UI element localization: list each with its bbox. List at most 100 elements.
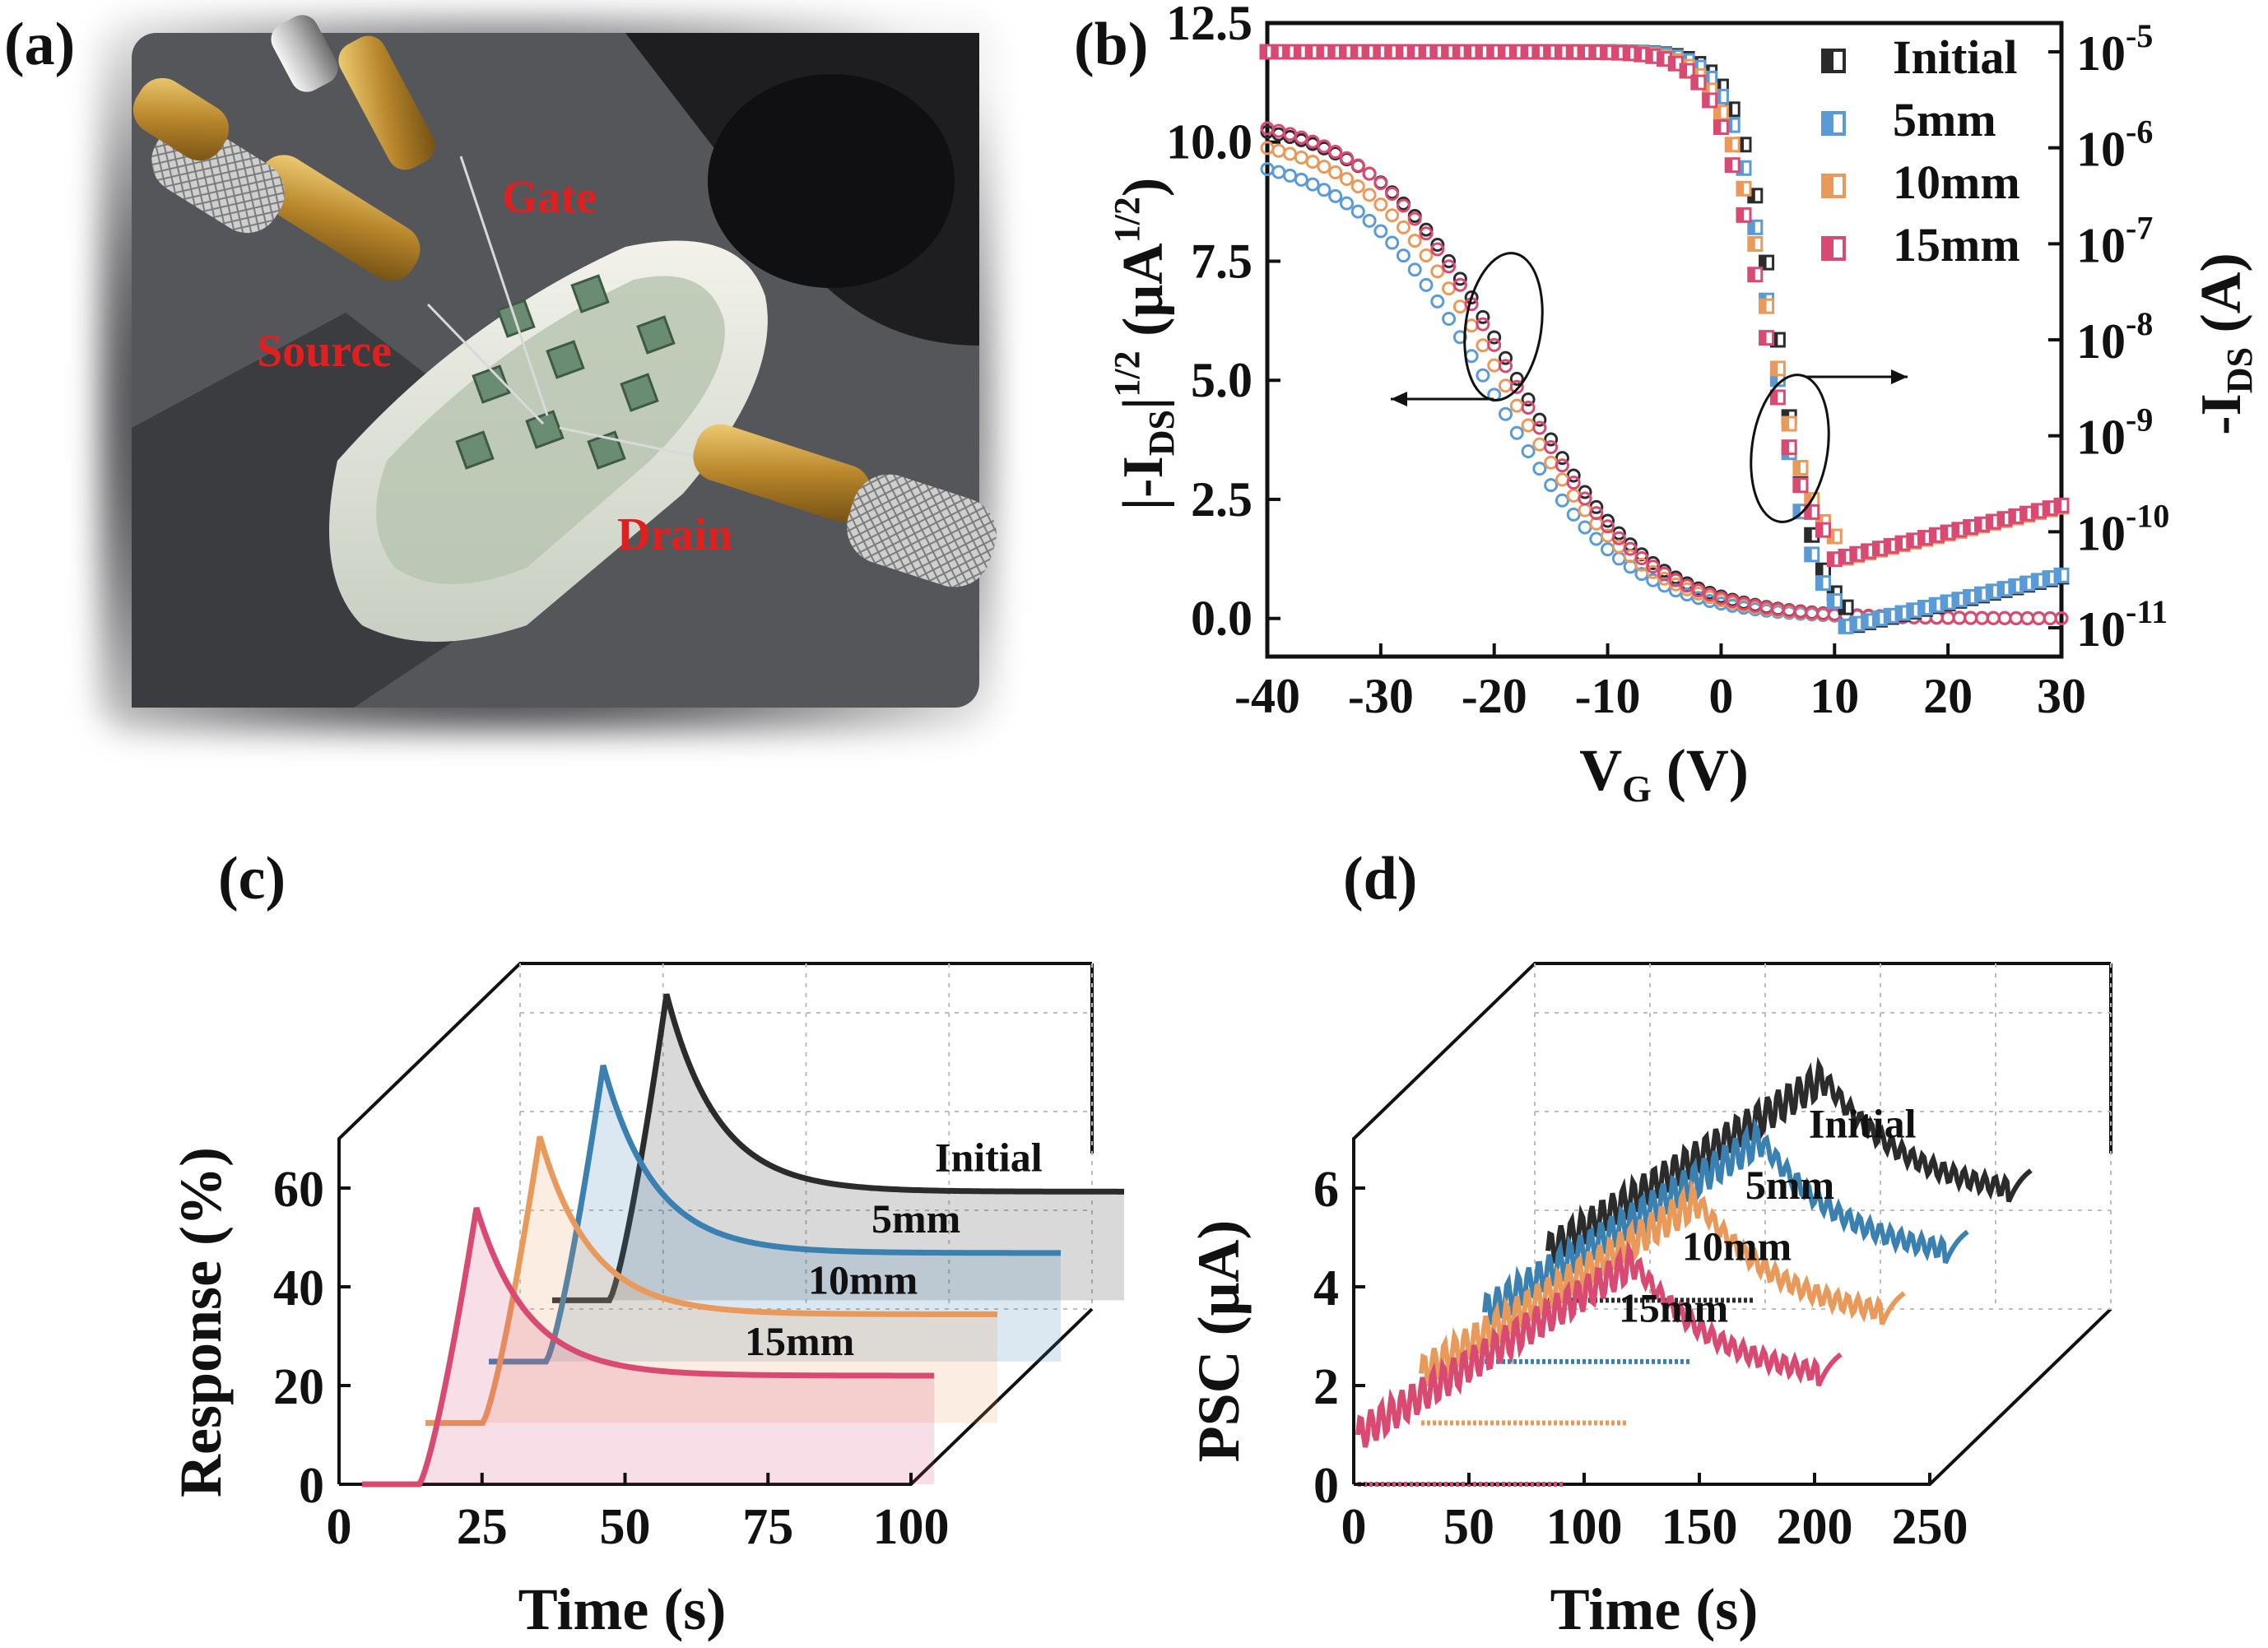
source-label: Source	[257, 326, 392, 377]
y2-tick-label: 10-9	[2076, 402, 2153, 465]
left-axis-arrowhead	[1391, 392, 1407, 406]
x-tick-label: 0	[327, 1499, 352, 1555]
data-point	[1544, 455, 1559, 470]
data-point-fill	[2032, 504, 2039, 518]
legend-item-10mm: 10mm	[1821, 156, 2020, 209]
data-point-fill	[2043, 571, 2051, 585]
log-series-15mm	[1259, 44, 2070, 568]
data-point	[1442, 312, 1457, 327]
data-point-fill	[1873, 541, 1880, 555]
legend-label: Initial	[1893, 30, 2018, 84]
plot-d-ticks: 0 50 100 150 200 250 0 2 4 6	[1313, 1162, 1968, 1555]
legend-item-15mm: 15mm	[1821, 218, 2020, 272]
legend-label: 15mm	[1893, 218, 2020, 272]
data-point	[1385, 186, 1400, 201]
data-point-fill	[1828, 552, 1835, 566]
data-point-fill	[1510, 45, 1517, 59]
data-point	[1452, 272, 1467, 286]
data-point-fill	[1828, 586, 1835, 600]
data-point-fill	[1283, 45, 1290, 58]
data-point-fill	[1861, 614, 1869, 628]
data-point	[1305, 134, 1320, 149]
data-point	[1283, 146, 1298, 161]
data-point	[1521, 401, 1536, 415]
data-point	[1464, 290, 1479, 305]
plot-c-x-title: Time (s)	[518, 1576, 727, 1642]
series-line	[489, 1064, 1062, 1365]
data-point-fill	[1759, 331, 1767, 345]
data-point-fill	[1748, 237, 1755, 251]
data-point-fill	[1385, 45, 1392, 59]
data-point-fill	[1975, 587, 1982, 601]
data-point	[1476, 338, 1490, 353]
data-point	[1430, 294, 1445, 309]
data-point	[1555, 451, 1569, 466]
data-point	[1362, 188, 1377, 202]
data-point-fill	[1771, 390, 1778, 404]
data-point	[1452, 299, 1467, 314]
data-point	[1578, 491, 1592, 506]
data-point	[1294, 150, 1308, 165]
y2-tick-label: 10-8	[2076, 305, 2153, 369]
data-point	[1419, 226, 1434, 241]
data-point-fill	[1726, 118, 1733, 132]
data-point-fill	[1373, 45, 1381, 59]
data-point	[1589, 506, 1604, 521]
data-point-fill	[1703, 93, 1710, 107]
data-point	[1555, 472, 1569, 487]
data-point	[1509, 379, 1524, 394]
data-point-fill	[1714, 120, 1722, 134]
data-point-fill	[1420, 45, 1426, 59]
data-point-fill	[1839, 620, 1847, 634]
plot-d-data: Initial 5mm 10mm 15mm	[1355, 1056, 2033, 1487]
data-point-fill	[1532, 45, 1540, 59]
series-line	[362, 1206, 935, 1488]
data-point-fill	[1589, 45, 1596, 59]
data-point-fill	[1261, 45, 1267, 58]
data-point-fill	[1771, 361, 1778, 375]
data-point	[1328, 145, 1343, 160]
data-point	[1362, 166, 1377, 181]
data-point-fill	[1907, 603, 1914, 617]
data-point-fill	[1998, 582, 2005, 596]
data-point-fill	[1793, 461, 1801, 475]
data-point	[1396, 198, 1411, 213]
data-point	[2009, 610, 2024, 625]
data-point	[1407, 234, 1422, 248]
data-point-fill	[2020, 577, 2028, 591]
data-point-fill	[1771, 372, 1778, 386]
data-point-fill	[1987, 584, 1994, 598]
data-point	[1544, 478, 1559, 493]
x-tick-label: 20	[1923, 669, 1973, 723]
data-point	[1611, 531, 1626, 545]
legend-marker-fill	[1823, 50, 1833, 72]
data-point	[1499, 350, 1513, 365]
data-point-fill	[1930, 598, 1937, 612]
data-point-fill	[1737, 137, 1744, 151]
series-line	[552, 993, 1125, 1303]
y2-tick-label: 10-7	[2076, 209, 2153, 272]
data-point-fill	[1737, 182, 1744, 196]
series-label: 5mm	[1745, 1162, 1834, 1208]
legend-marker-fill	[1823, 238, 1833, 259]
data-point-fill	[1624, 46, 1631, 60]
data-point	[1317, 139, 1332, 154]
legend-marker-fill	[1823, 113, 1833, 134]
y-tick-label: 5.0	[1191, 353, 1253, 407]
panel-d-label: (d)	[1343, 845, 1417, 912]
panel-a: (a) Gate Source Drain	[4, 11, 997, 732]
data-point-fill	[1669, 57, 1676, 71]
data-point-fill	[1340, 45, 1347, 59]
data-point	[1464, 318, 1479, 333]
plot-c-ticks: 0 25 50 75 100 0 20 40 60	[273, 1162, 950, 1555]
data-point	[1396, 220, 1411, 234]
panel-b-label: (b)	[1074, 11, 1148, 78]
data-point-fill	[1930, 528, 1937, 542]
data-point	[1464, 349, 1479, 364]
data-point-fill	[1873, 611, 1880, 625]
legend-item-5mm: 5mm	[1821, 93, 1996, 146]
data-point-fill	[1748, 267, 1755, 281]
data-point-fill	[1952, 592, 1959, 606]
data-point	[1373, 176, 1388, 191]
data-point	[1328, 188, 1343, 203]
